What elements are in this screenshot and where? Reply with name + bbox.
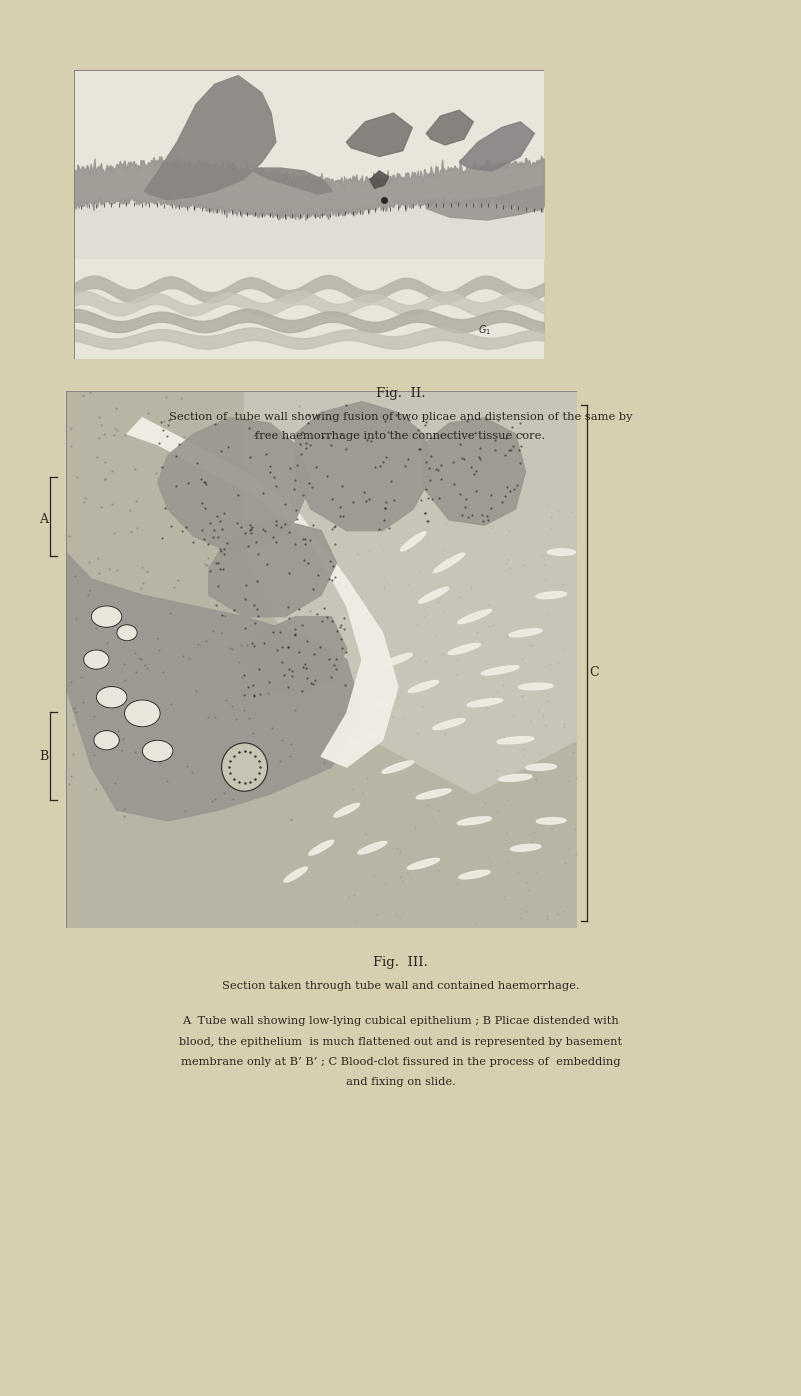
Ellipse shape (518, 683, 553, 690)
Text: membrane only at B’ B’ ; C Blood-clot fissured in the process of  embedding: membrane only at B’ B’ ; C Blood-clot fi… (181, 1057, 620, 1067)
Ellipse shape (348, 733, 376, 747)
Ellipse shape (537, 818, 566, 824)
Ellipse shape (481, 666, 519, 676)
Text: A: A (39, 512, 49, 526)
Ellipse shape (509, 628, 542, 637)
Ellipse shape (536, 592, 566, 599)
Polygon shape (370, 170, 388, 188)
Ellipse shape (96, 687, 127, 708)
Ellipse shape (499, 775, 532, 782)
Text: Fig.  II.: Fig. II. (376, 387, 425, 399)
Ellipse shape (117, 624, 137, 641)
Ellipse shape (409, 680, 438, 692)
Text: A  Tube wall showing low-lying cubical epithelium ; B Plicae distended with: A Tube wall showing low-lying cubical ep… (182, 1016, 619, 1026)
Ellipse shape (497, 737, 533, 744)
Ellipse shape (459, 870, 490, 879)
Ellipse shape (400, 532, 426, 551)
Polygon shape (66, 391, 362, 821)
Polygon shape (244, 391, 577, 794)
Ellipse shape (308, 840, 334, 856)
Text: C: C (590, 666, 599, 680)
Ellipse shape (467, 698, 502, 706)
Ellipse shape (94, 730, 119, 750)
Polygon shape (239, 617, 347, 697)
Text: B: B (39, 750, 49, 764)
Ellipse shape (284, 867, 308, 882)
Text: Section of  tube wall showing fusion of two plicae and distension of the same by: Section of tube wall showing fusion of t… (169, 412, 632, 422)
Polygon shape (424, 417, 525, 525)
Text: blood, the epithelium  is much flattened out and is represented by basement: blood, the epithelium is much flattened … (179, 1036, 622, 1047)
Ellipse shape (457, 817, 492, 825)
Ellipse shape (547, 549, 575, 556)
Ellipse shape (382, 761, 413, 773)
Polygon shape (296, 402, 433, 530)
Ellipse shape (433, 719, 465, 730)
Polygon shape (426, 186, 544, 221)
Ellipse shape (83, 651, 109, 669)
Polygon shape (209, 519, 336, 617)
Ellipse shape (384, 653, 413, 666)
Ellipse shape (418, 588, 449, 603)
Text: Section taken through tube wall and contained haemorrhage.: Section taken through tube wall and cont… (222, 981, 579, 991)
Polygon shape (158, 417, 311, 551)
Text: $G_1$: $G_1$ (478, 322, 491, 336)
Polygon shape (127, 417, 398, 768)
Ellipse shape (143, 740, 173, 762)
Ellipse shape (417, 789, 451, 799)
Text: free haemorrhage into the connective tissue core.: free haemorrhage into the connective tis… (256, 431, 545, 441)
Polygon shape (346, 113, 413, 156)
Ellipse shape (510, 845, 541, 852)
Text: and fixing on slide.: and fixing on slide. (345, 1078, 456, 1087)
Ellipse shape (124, 699, 160, 727)
Ellipse shape (525, 764, 556, 771)
Ellipse shape (369, 695, 396, 709)
Ellipse shape (334, 803, 360, 817)
Text: Fig.  III.: Fig. III. (373, 956, 428, 969)
Ellipse shape (457, 610, 491, 624)
Ellipse shape (449, 644, 481, 655)
Circle shape (222, 743, 268, 792)
Polygon shape (426, 110, 473, 145)
Ellipse shape (433, 553, 465, 572)
Polygon shape (459, 121, 534, 170)
Polygon shape (144, 75, 276, 200)
Ellipse shape (358, 842, 387, 854)
Ellipse shape (91, 606, 122, 627)
Ellipse shape (408, 859, 440, 870)
Polygon shape (252, 168, 332, 194)
